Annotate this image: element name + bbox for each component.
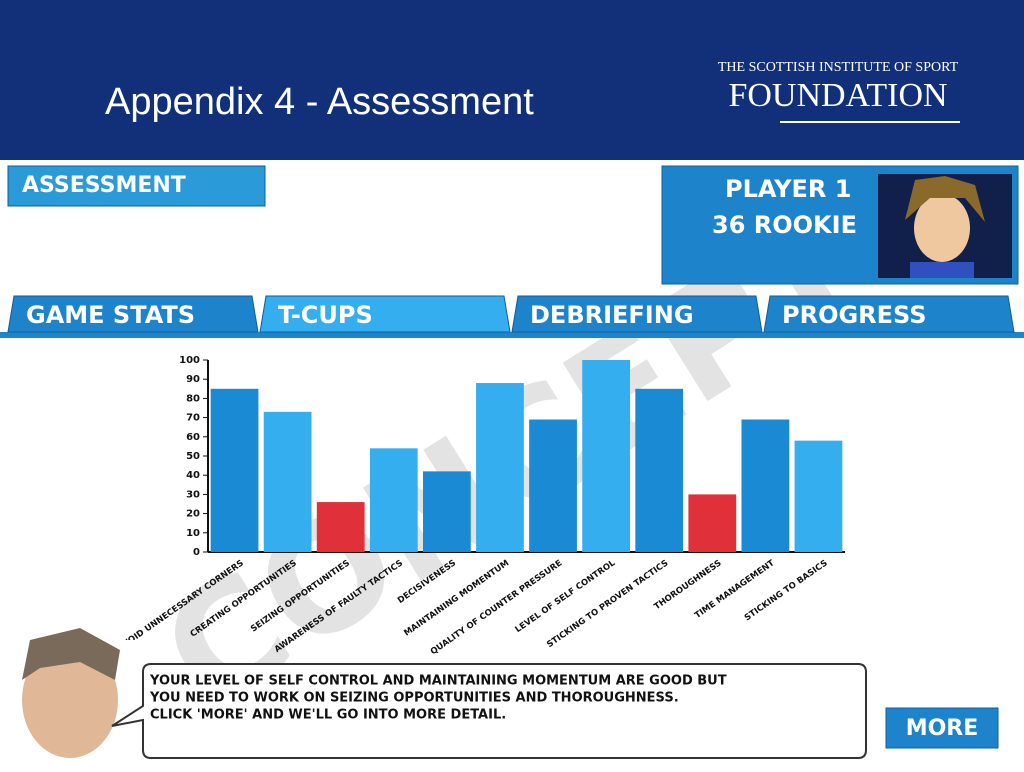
more-button[interactable] [885,707,999,749]
logo-line: THE SCOTTISH INSTITUTE OF SPORT [718,60,959,75]
bar [794,440,843,552]
tab[interactable] [259,295,511,333]
y-tick-label: 80 [186,393,200,404]
y-tick-label: 20 [186,509,200,520]
y-tick-label: 10 [186,528,200,539]
tab-label[interactable]: T-CUPS [278,301,373,329]
logo-word: FOUNDATION [728,77,947,114]
bar [369,448,418,552]
tab-label[interactable]: PROGRESS [782,301,927,329]
section-banner [7,165,266,207]
more-label[interactable]: MORE [906,716,979,741]
y-tick-label: 90 [186,374,200,385]
player-name: PLAYER 1 [725,175,851,203]
tab-label[interactable]: DEBRIEFING [530,301,694,329]
bar [476,383,524,552]
bar [210,388,259,552]
slide-title: Appendix 4 - Assessment [105,81,534,123]
player-avatar [878,174,1012,278]
y-tick-label: 40 [186,470,200,481]
y-tick-label: 0 [193,547,200,558]
bar [688,494,737,552]
bar [635,388,684,552]
tab-bar [0,332,1024,338]
bar [741,419,790,552]
tab-label[interactable]: GAME STATS [26,301,195,329]
speech-bubble [111,663,867,759]
message-line: YOUR LEVEL OF SELF CONTROL AND MAINTAINI… [149,674,727,689]
bar [263,411,312,552]
tab[interactable] [511,295,763,333]
bar [582,360,631,552]
message-line: YOU NEED TO WORK ON SEIZING OPPORTUNITIE… [149,691,679,706]
bar [316,502,365,552]
y-tick-label: 30 [186,489,200,500]
y-tick-label: 100 [179,355,200,366]
section-title: ASSESSMENT [22,173,186,198]
message-line: CLICK 'MORE' AND WE'LL GO INTO MORE DETA… [150,708,506,723]
bar [422,471,471,552]
header-band [0,0,1024,160]
coach-avatar [0,628,135,768]
y-tick-label: 50 [186,451,200,462]
bar [529,419,577,552]
y-tick-label: 60 [186,432,200,443]
tab[interactable] [763,295,1015,333]
y-tick-label: 70 [186,413,200,424]
tab[interactable] [7,295,259,333]
player-rank: 36 ROOKIE [712,211,857,239]
